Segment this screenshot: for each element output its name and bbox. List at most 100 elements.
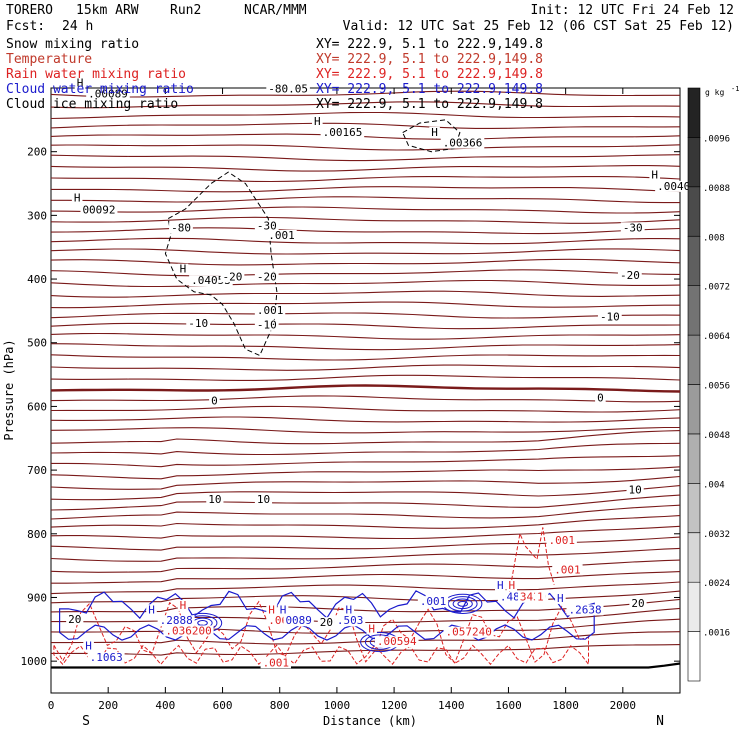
cloud-water-core <box>447 596 478 612</box>
contour-label: 20 <box>320 616 333 629</box>
temperature-contour-line <box>50 312 681 319</box>
contour-label: H <box>74 191 81 204</box>
contour-label-bg <box>546 534 577 546</box>
temperature-contour-line <box>50 258 681 266</box>
x-tick-label: 2000 <box>610 699 637 712</box>
contour-label-bg <box>66 613 84 625</box>
contour-label-bg <box>366 623 377 635</box>
contour-label-bg <box>617 270 642 282</box>
contour-label: -30 <box>623 221 643 234</box>
temperature-contour-line <box>50 101 681 109</box>
temperature-contour-line <box>50 466 681 480</box>
colorbar: g kg -1 .0016 .0024 .0032 .004 .0048 .0056 .00… <box>687 85 739 682</box>
contour-label-bg <box>83 640 94 652</box>
contour-label: H <box>557 592 564 605</box>
y-tick-label: 800 <box>27 528 47 541</box>
header-valid: Valid: 12 UTC Sat 25 Feb 12 (06 CST Sat … <box>343 19 734 34</box>
legend-name-cloud-water: Cloud water mixing ratio <box>6 82 194 97</box>
contour-label: .00165 <box>323 126 363 139</box>
contour-label: .0040 <box>657 180 690 193</box>
contour-label: 0089 <box>285 614 312 627</box>
contour-label-bg <box>157 615 195 627</box>
header-org: NCAR/MMM <box>244 3 307 18</box>
contour-label: .036200 <box>165 624 211 637</box>
contour-label-bg <box>312 115 323 127</box>
contour-label: 20 <box>631 597 644 610</box>
contour-label: .001 <box>548 534 575 547</box>
header: TORERO 15km ARW Run2 NCAR/MMM Init: 12 U… <box>6 3 734 34</box>
colorbar-tick-label: .0048 <box>703 431 730 441</box>
contour-label-bg <box>552 564 583 576</box>
contour-label-bg <box>189 275 233 287</box>
contour-label: .2638 <box>568 603 601 616</box>
temperature-contour-line <box>50 525 681 540</box>
temperature-contour-line <box>50 122 681 129</box>
contour-label-bg <box>177 599 189 611</box>
contour-label-bg <box>283 615 314 627</box>
contour-label-bg <box>260 657 291 669</box>
colorbar-tick-label: .004 <box>703 480 725 490</box>
colorbar-swatch <box>687 236 701 287</box>
contour-label: 00092 <box>82 203 115 216</box>
x-tick-label: 1200 <box>381 699 408 712</box>
y-tick-label: 700 <box>27 464 47 477</box>
colorbar-tick-label: .0056 <box>703 382 730 392</box>
temperature-contour-line <box>50 332 681 340</box>
y-tick-label: 900 <box>27 591 47 604</box>
temperature-contour-line <box>50 581 681 595</box>
contour-label-bg <box>266 229 297 241</box>
legend-name-snow: Snow mixing ratio <box>6 37 139 52</box>
contour-label-bg <box>626 484 644 496</box>
contour-label: .001 <box>263 656 290 669</box>
rain-water-contour <box>53 600 589 666</box>
contour-label-bg <box>317 617 335 629</box>
temperature-contour-line <box>50 144 681 151</box>
temperature-contour-line <box>50 237 681 245</box>
temperature-contour-line <box>50 176 681 183</box>
temperature-contour-line <box>50 216 681 224</box>
rain-water-contour <box>508 527 555 598</box>
contour-label-bg <box>620 222 645 234</box>
colorbar-swatch <box>687 631 701 682</box>
contour-label-bg <box>71 192 83 204</box>
legend-xy-temperature: XY= 222.9, 5.1 to 222.9,149.8 <box>316 52 543 67</box>
contour-label: -30 <box>257 219 277 232</box>
contour-label-bg <box>254 319 279 331</box>
temperature-contour-line <box>50 165 681 172</box>
y-tick-label: 600 <box>27 400 47 413</box>
contour-label-bg <box>80 204 118 216</box>
contour-label: .06 <box>268 614 288 627</box>
contour-label: H <box>314 115 321 128</box>
surface-line <box>51 662 681 669</box>
colorbar-swatch <box>687 384 701 435</box>
temperature-contour-line <box>51 571 681 584</box>
temperature-contour-line <box>50 475 681 490</box>
colorbar-swatch <box>687 285 701 336</box>
header-fcst-label: Fcst: <box>6 19 45 34</box>
y-axis-title: Pressure (hPa) <box>2 339 16 440</box>
contour-label: 0 <box>597 391 604 404</box>
contour-label: .00366 <box>443 137 483 150</box>
contour-label-bg <box>254 305 286 317</box>
contour-label: -20 <box>620 269 640 282</box>
legend-xy-cloud-ice: XY= 222.9, 5.1 to 222.9,149.8 <box>316 97 543 112</box>
contour-label-bg <box>649 169 661 181</box>
contour-label: 10 <box>257 493 270 506</box>
contour-label: 20 <box>68 613 81 626</box>
colorbar-unit: g kg <box>705 88 724 97</box>
temperature-contour-line <box>50 290 681 298</box>
contour-label: .057240 <box>446 626 492 639</box>
temperature-contour-line <box>50 442 681 456</box>
temperature-contour-line <box>50 416 681 423</box>
contour-label-bg <box>320 126 365 138</box>
colorbar-swatch <box>687 87 701 138</box>
cloud-water-contour <box>59 590 595 641</box>
contour-label-bg <box>429 126 440 138</box>
contour-label: .00594 <box>377 635 417 648</box>
contour-label: -80.05 <box>268 82 308 95</box>
x-tick-label: 0 <box>48 699 55 712</box>
temperature-contour-line <box>50 206 681 214</box>
legend: Snow mixing ratio XY= 222.9, 5.1 to 222.… <box>6 37 543 112</box>
contour-label: H <box>497 579 504 592</box>
